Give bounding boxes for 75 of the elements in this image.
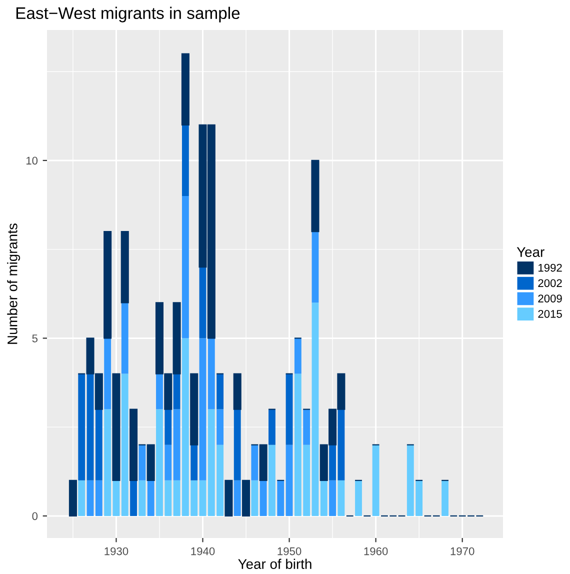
y-tick-label: 10 [26, 156, 38, 165]
legend-title: Year [516, 247, 544, 257]
bar [311, 160, 320, 232]
legend-label: 2009 [538, 294, 562, 302]
bar [190, 373, 198, 446]
bar [147, 480, 154, 516]
bar [182, 196, 189, 338]
bar [216, 409, 224, 445]
bar [372, 444, 380, 516]
y-tick-label: 5 [32, 334, 38, 342]
legend-label: 2015 [538, 310, 562, 318]
bar [242, 480, 250, 517]
bar [173, 409, 180, 480]
bar [303, 409, 310, 445]
bar [104, 338, 112, 410]
bar [78, 480, 86, 516]
bar [182, 124, 189, 196]
bar [199, 480, 206, 516]
y-axis-title: Number of migrants [7, 224, 20, 344]
bar [121, 374, 128, 516]
bar [120, 231, 129, 304]
bar [156, 374, 163, 410]
bar [121, 302, 128, 374]
bar [104, 409, 112, 516]
bar [95, 409, 102, 480]
bar [199, 267, 206, 338]
bar [355, 480, 362, 516]
chart-title: East−West migrants in sample [16, 6, 240, 22]
bar [130, 480, 137, 516]
bar [208, 338, 215, 410]
bar [112, 373, 120, 481]
bar [442, 480, 448, 516]
bar [216, 374, 224, 410]
x-tick-label: 1940 [191, 547, 215, 556]
x-tick-label: 1930 [104, 547, 128, 556]
bar [338, 480, 345, 516]
bar [268, 444, 276, 516]
bar [68, 480, 77, 517]
bar [181, 53, 190, 126]
legend-label: 2002 [538, 279, 562, 288]
bar [329, 480, 336, 516]
bar [286, 444, 293, 516]
bar [86, 374, 94, 480]
bar [320, 480, 328, 516]
bar [78, 374, 86, 480]
x-tick-label: 1970 [450, 547, 474, 556]
bar [268, 409, 276, 445]
bar [224, 480, 233, 517]
x-axis-title: Year of birth [238, 558, 312, 569]
bar [190, 444, 198, 480]
bar [233, 373, 242, 410]
bar [260, 480, 267, 516]
bar [286, 374, 293, 445]
bar [138, 444, 146, 480]
legend-label: 1992 [538, 264, 562, 272]
bar [251, 444, 258, 480]
bar [277, 480, 284, 516]
x-tick-label: 1950 [278, 547, 302, 556]
bar [164, 409, 172, 445]
bar [312, 232, 319, 303]
bar [251, 480, 258, 516]
bar [199, 338, 206, 480]
bar [138, 480, 146, 516]
y-tick-label: 0 [32, 512, 38, 520]
bar [104, 231, 112, 339]
bar [112, 480, 120, 516]
bar [95, 480, 102, 516]
bar [312, 302, 319, 516]
bar [164, 444, 172, 480]
bar [294, 338, 302, 374]
bar [86, 480, 94, 516]
x-tick-label: 1960 [364, 547, 388, 556]
bar [234, 480, 241, 516]
bar [234, 409, 241, 480]
bar [173, 374, 180, 410]
